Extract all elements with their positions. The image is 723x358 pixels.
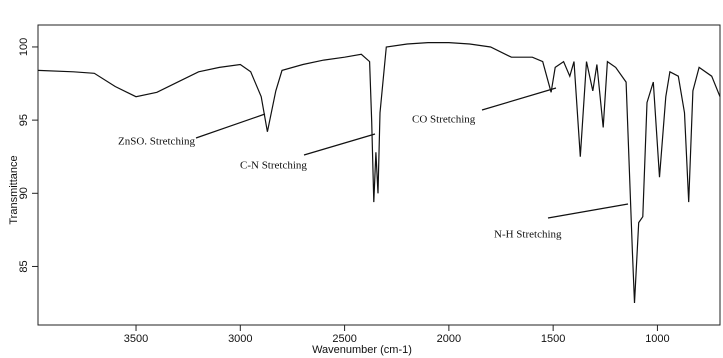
annotation: C-N Stretching: [240, 160, 307, 172]
annotation-leader: [195, 113, 266, 139]
x-tick-label: 2000: [437, 333, 461, 345]
annotation: N-H Stretching: [494, 229, 562, 241]
y-tick-label: 100: [18, 38, 30, 56]
y-tick-label: 85: [18, 260, 30, 272]
y-tick-label: 95: [18, 114, 30, 126]
y-axis-label: Transmittance: [8, 155, 20, 224]
x-tick-label: 1000: [645, 333, 669, 345]
annotation-leader: [303, 133, 376, 156]
annotation: ZnSO. Stretching: [118, 136, 195, 148]
annotation-leader: [481, 87, 557, 111]
x-tick-label: 3500: [124, 333, 148, 345]
plot-frame: [37, 24, 721, 326]
annotation-leader: [547, 203, 629, 219]
spectrum-line: [37, 42, 721, 304]
x-tick-label: 3000: [228, 333, 252, 345]
annotation: CO Stretching: [412, 114, 476, 126]
x-tick-label: 1500: [541, 333, 565, 345]
x-axis-label: Wavenumber (cm-1): [312, 344, 412, 356]
y-tick-label: 90: [18, 187, 30, 199]
x-tick-label: 2500: [332, 333, 356, 345]
